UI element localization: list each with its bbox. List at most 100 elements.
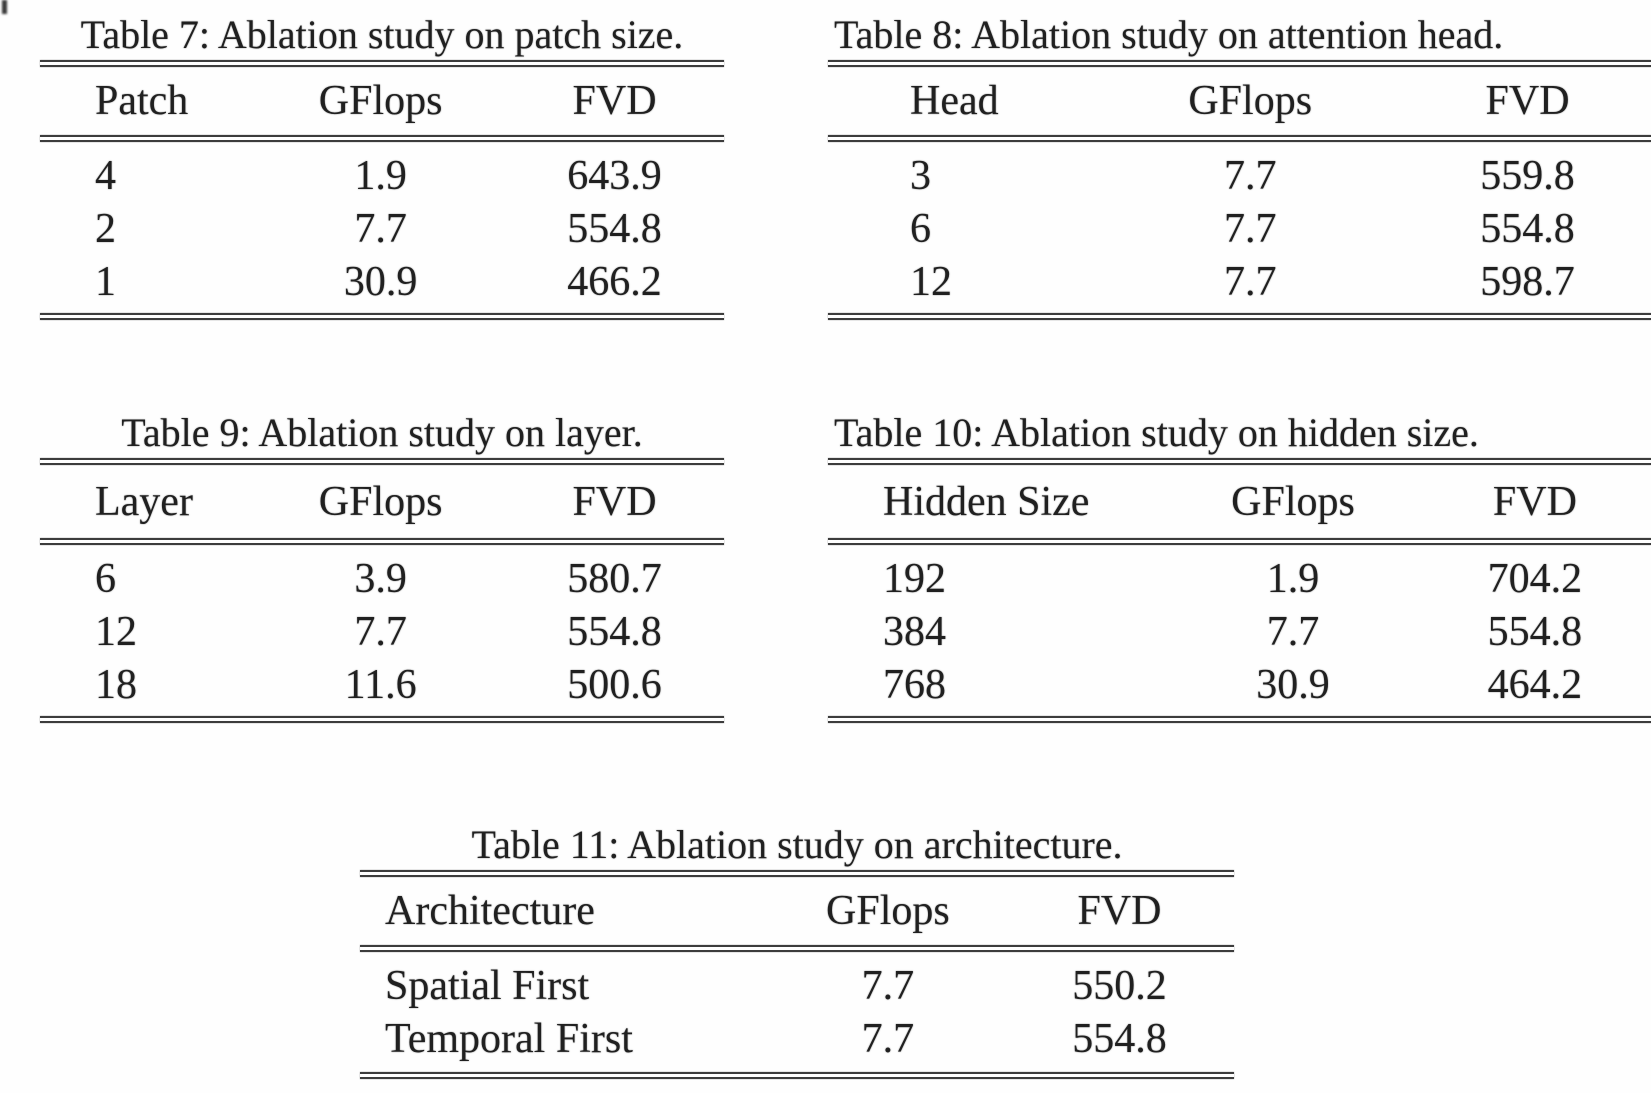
table-7-ablation-patch-size: Table 7: Ablation study on patch size. P…: [40, 10, 724, 320]
table-10-header-row: Hidden Size GFlops FVD: [828, 465, 1651, 538]
table-9-top-rule: [40, 458, 724, 465]
cell: 580.7: [567, 556, 662, 602]
table-row: 12 7.7 554.8: [40, 606, 724, 659]
table-7-mid-rule: [40, 135, 724, 142]
table-row: 384 7.7 554.8: [828, 606, 1651, 659]
column-header: GFlops: [1231, 478, 1355, 525]
table-row: 1 30.9 466.2: [40, 256, 724, 309]
table-7-top-rule: [40, 60, 724, 67]
column-header: FVD: [1492, 478, 1577, 525]
column-header: Architecture: [385, 888, 595, 934]
column-header: FVD: [572, 478, 657, 525]
cell: 6: [910, 206, 931, 252]
table-11-bottom-rule: [360, 1072, 1234, 1079]
table-8-header-row: Head GFlops FVD: [828, 67, 1651, 135]
column-header: Layer: [95, 478, 193, 525]
cell: 7.7: [1266, 609, 1320, 655]
cell: 559.8: [1480, 153, 1575, 199]
table-row: 2 7.7 554.8: [40, 203, 724, 256]
cell: 30.9: [1256, 662, 1330, 708]
table-8-top-rule: [828, 60, 1651, 67]
edge-crop-artifact: [2, 0, 7, 14]
cell: 554.8: [1487, 609, 1583, 655]
cell: 7.7: [1223, 206, 1277, 252]
cell: 464.2: [1487, 662, 1583, 708]
table-9-body: 6 3.9 580.7 12 7.7 554.8 18 11.6 500.6: [40, 545, 724, 716]
cell: Spatial First: [385, 963, 590, 1009]
cell: Temporal First: [385, 1016, 633, 1062]
table-8-ablation-attention-head: Table 8: Ablation study on attention hea…: [828, 10, 1651, 320]
column-header: GFlops: [1188, 78, 1313, 124]
cell: 18: [95, 662, 137, 708]
table-10-mid-rule: [828, 538, 1651, 545]
table-10-top-rule: [828, 458, 1651, 465]
table-9-ablation-layer: Table 9: Ablation study on layer. Layer …: [40, 408, 724, 723]
cell: 7.7: [1223, 153, 1277, 199]
cell: 7.7: [1223, 259, 1277, 305]
column-header: GFlops: [826, 888, 950, 934]
cell: 704.2: [1487, 556, 1583, 602]
table-row: 18 11.6 500.6: [40, 659, 724, 712]
table-11-body: Spatial First 7.7 550.2 Temporal First 7…: [360, 952, 1234, 1072]
table-10-caption: Table 10: Ablation study on hidden size.: [834, 410, 1479, 455]
cell: 2: [95, 206, 116, 252]
cell: 7.7: [861, 1016, 915, 1062]
table-7-header-row: Patch GFlops FVD: [40, 67, 724, 135]
table-9-mid-rule: [40, 538, 724, 545]
cell: 466.2: [567, 259, 662, 305]
column-header: Hidden Size: [883, 478, 1090, 525]
column-header: GFlops: [318, 78, 443, 124]
table-10-body: 192 1.9 704.2 384 7.7 554.8 768 30.9 464…: [828, 545, 1651, 716]
cell: 554.8: [567, 609, 662, 655]
cell: 1: [95, 259, 116, 305]
cell: 7.7: [354, 609, 407, 655]
cell: 11.6: [344, 662, 417, 708]
column-header: Head: [910, 78, 999, 124]
cell: 12: [95, 609, 137, 655]
table-row: Temporal First 7.7 554.8: [360, 1013, 1234, 1066]
column-header: FVD: [572, 78, 657, 124]
cell: 384: [883, 609, 946, 655]
cell: 6: [95, 556, 116, 602]
table-11-header-row: Architecture GFlops FVD: [360, 877, 1234, 945]
table-row: 6 7.7 554.8: [828, 203, 1651, 256]
column-header: FVD: [1485, 78, 1570, 124]
table-10-ablation-hidden-size: Table 10: Ablation study on hidden size.…: [828, 408, 1651, 723]
table-11-mid-rule: [360, 945, 1234, 952]
cell: 1.9: [354, 153, 407, 199]
table-row: 12 7.7 598.7: [828, 256, 1651, 309]
cell: 12: [910, 259, 952, 305]
cell: 554.8: [1072, 1016, 1167, 1062]
column-header: Patch: [95, 78, 189, 124]
table-8-body: 3 7.7 559.8 6 7.7 554.8 12 7.7 598.7: [828, 142, 1651, 313]
cell: 550.2: [1072, 963, 1167, 1009]
table-row: Spatial First 7.7 550.2: [360, 960, 1234, 1013]
table-8-bottom-rule: [828, 313, 1651, 320]
cell: 3.9: [354, 556, 407, 602]
table-9-caption: Table 9: Ablation study on layer.: [121, 410, 643, 455]
cell: 192: [883, 556, 946, 602]
column-header: GFlops: [318, 478, 443, 525]
column-header: FVD: [1077, 888, 1162, 934]
cell: 554.8: [567, 206, 662, 252]
table-8-caption: Table 8: Ablation study on attention hea…: [834, 12, 1504, 57]
table-8-mid-rule: [828, 135, 1651, 142]
table-row: 3 7.7 559.8: [828, 150, 1651, 203]
cell: 500.6: [567, 662, 662, 708]
cell: 643.9: [567, 153, 662, 199]
table-9-bottom-rule: [40, 716, 724, 723]
table-10-bottom-rule: [828, 716, 1651, 723]
cell: 598.7: [1480, 259, 1575, 305]
cell: 7.7: [354, 206, 407, 252]
table-row: 6 3.9 580.7: [40, 553, 724, 606]
table-row: 4 1.9 643.9: [40, 150, 724, 203]
table-7-caption: Table 7: Ablation study on patch size.: [80, 12, 684, 57]
cell: 3: [910, 153, 931, 199]
cell: 30.9: [343, 259, 418, 305]
cell: 768: [883, 662, 946, 708]
table-row: 768 30.9 464.2: [828, 659, 1651, 712]
table-7-bottom-rule: [40, 313, 724, 320]
cell: 4: [95, 153, 116, 199]
cell: 7.7: [861, 963, 915, 1009]
